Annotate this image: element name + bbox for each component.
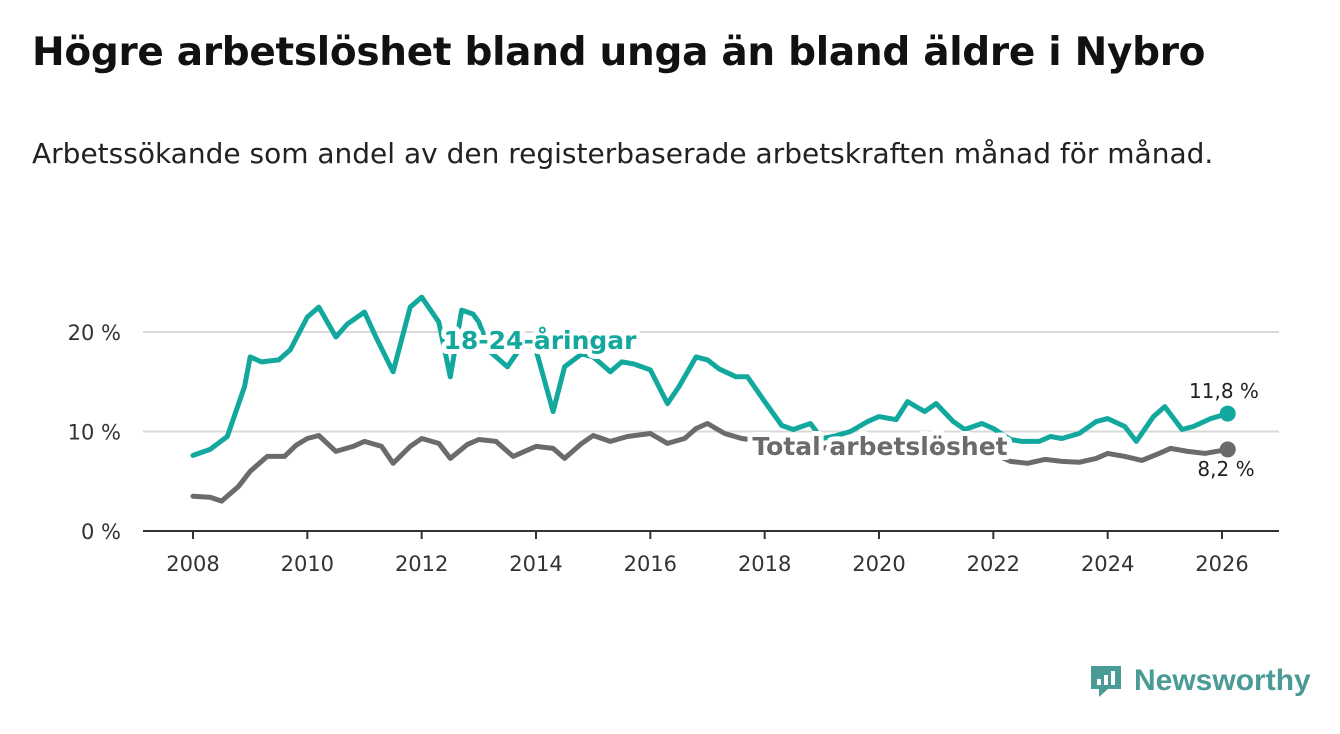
x-tick-label: 2026 (1195, 552, 1248, 576)
newsworthy-brand[interactable]: Newsworthy (1088, 660, 1311, 702)
series-line (190, 421, 1231, 504)
x-tick-label: 2022 (967, 552, 1020, 576)
end-value-total: 8,2 % (1197, 457, 1254, 481)
chart-subtitle: Arbetssökande som andel av den registerb… (32, 137, 1214, 170)
series-end-point (1219, 441, 1236, 458)
x-tick-label: 2014 (509, 552, 562, 576)
series-label-youth-halo: 18-24-åringar (444, 326, 638, 355)
y-tick-label: 0 % (81, 520, 121, 544)
chart-title: Högre arbetslöshet bland unga än bland ä… (32, 30, 1206, 75)
x-tick-label: 2020 (852, 552, 905, 576)
x-tick-label: 2010 (281, 552, 334, 576)
brand-name: Newsworthy (1134, 664, 1311, 697)
x-tick-label: 2016 (624, 552, 677, 576)
series-label-total: Total arbetslöshet (752, 432, 1007, 461)
series-lines (190, 294, 1236, 504)
x-tick-label: 2024 (1081, 552, 1134, 576)
series-line (190, 294, 1231, 458)
axes: 0 % 10 % 20 % 2008 2010 2012 2014 2016 2018 2020 2… (68, 321, 1279, 576)
series-label-total-halo: Total arbetslöshet (752, 432, 1007, 461)
y-tick-label: 20 % (68, 321, 121, 345)
x-tick-label: 2012 (395, 552, 448, 576)
series-label-youth: 18-24-åringar (444, 326, 638, 355)
series-end-point (1219, 405, 1236, 422)
x-tick-label: 2018 (738, 552, 791, 576)
newsworthy-logo-icon (1091, 666, 1121, 697)
end-value-youth: 11,8 % (1189, 379, 1259, 403)
x-tick-label: 2008 (166, 552, 219, 576)
y-tick-label: 10 % (68, 421, 121, 445)
